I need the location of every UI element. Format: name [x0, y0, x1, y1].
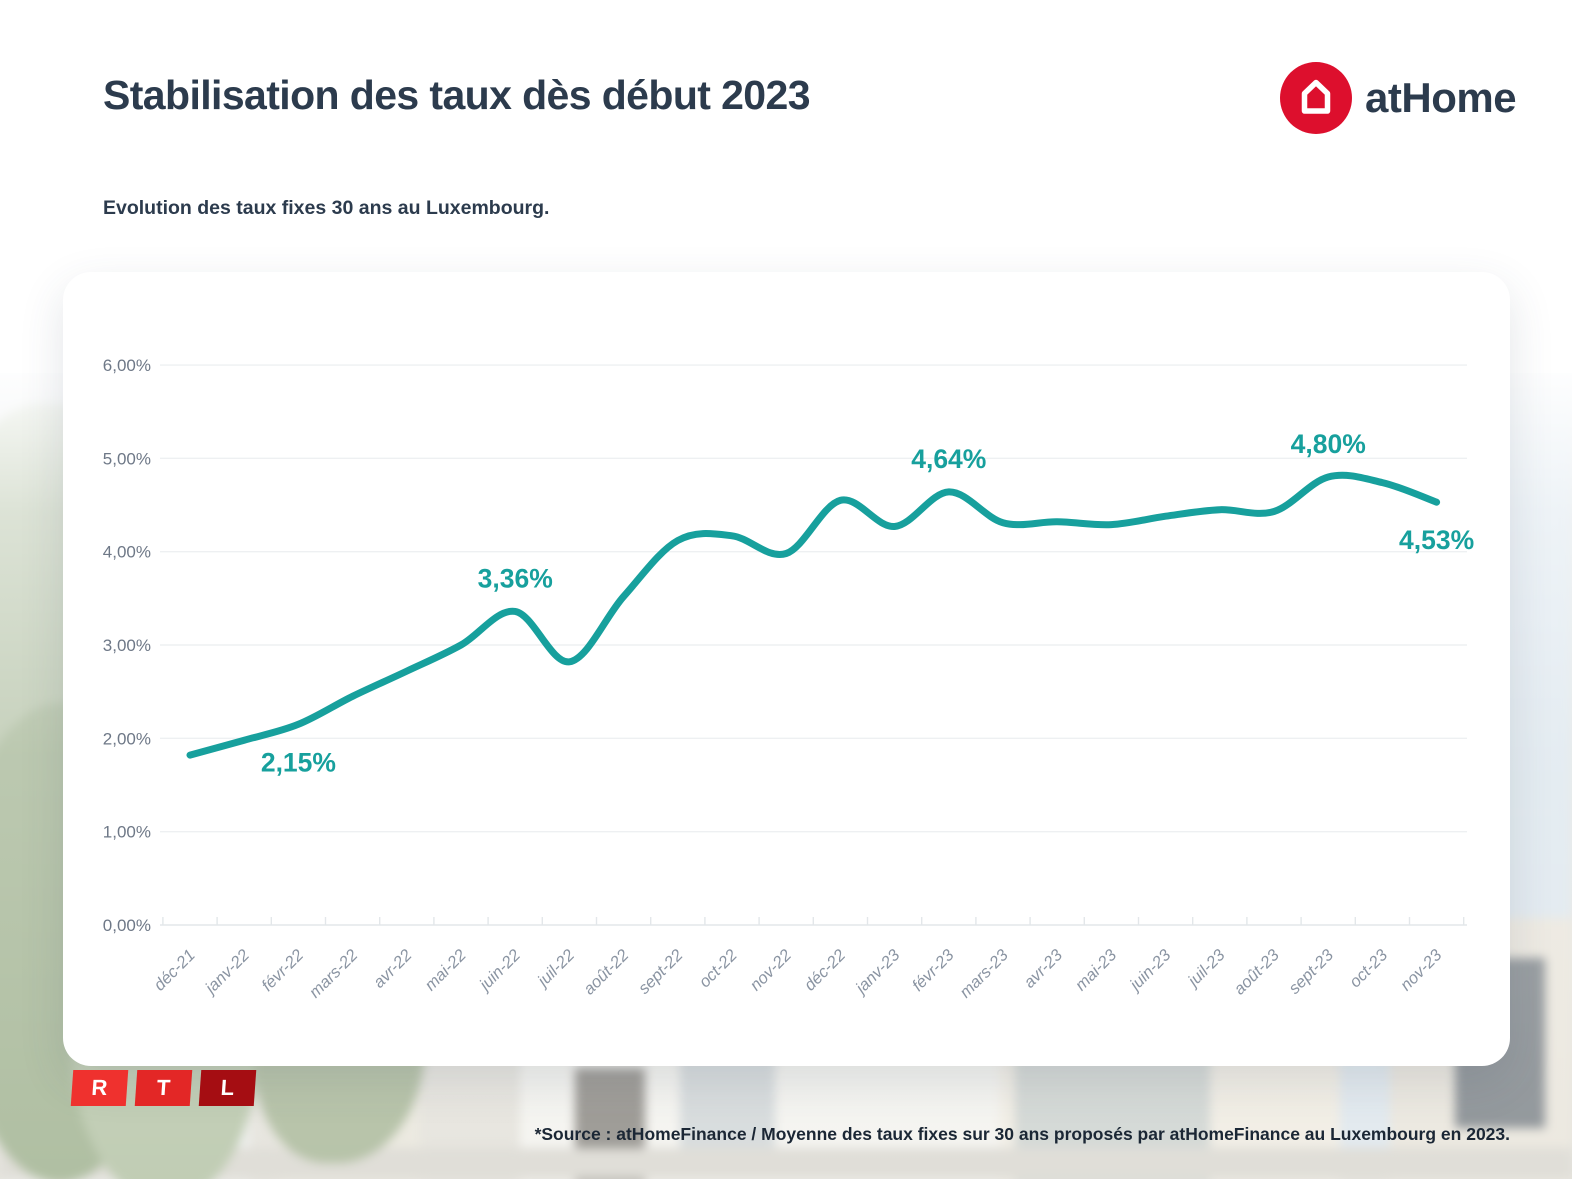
data-label: 4,53%	[1399, 525, 1474, 555]
x-axis-label: janv-22	[201, 946, 253, 998]
athome-wordmark: atHome	[1365, 74, 1517, 122]
home-icon	[1280, 62, 1352, 134]
x-axis-label: sept-22	[635, 946, 687, 998]
rate-line	[186, 471, 1441, 759]
y-axis-label: 3,00%	[103, 636, 151, 655]
rtl-letter-box: R	[70, 1070, 129, 1106]
x-axis-label: août-23	[1231, 946, 1284, 999]
x-axis-label: avr-23	[1020, 946, 1066, 992]
y-axis-label: 6,00%	[103, 356, 151, 375]
data-label: 4,64%	[911, 444, 986, 474]
y-axis-label: 1,00%	[103, 823, 151, 842]
athome-wordmark-suffix: Home	[1401, 74, 1517, 121]
y-axis-label: 2,00%	[103, 729, 151, 748]
x-axis-label: mai-22	[421, 946, 469, 994]
x-axis-label: déc-22	[801, 946, 849, 994]
source-note: *Source : atHomeFinance / Moyenne des ta…	[534, 1124, 1510, 1144]
x-axis-label: mai-23	[1072, 946, 1121, 995]
rtl-letter-box: L	[198, 1070, 257, 1106]
x-axis-label: nov-22	[747, 946, 795, 994]
x-axis-label: juin-22	[475, 946, 524, 995]
y-axis-label: 0,00%	[103, 916, 151, 935]
x-axis-label: mars-22	[306, 946, 362, 1002]
x-axis-label: févr-22	[258, 946, 307, 995]
x-axis-label: févr-23	[909, 946, 958, 995]
x-axis-label: oct-23	[1346, 946, 1392, 992]
rtl-letter-box: T	[134, 1070, 193, 1106]
x-axis-label: juil-23	[1183, 946, 1229, 992]
x-axis-label: août-22	[580, 946, 632, 998]
x-axis-label: nov-23	[1397, 946, 1446, 995]
chart-card: 0,00% 1,00% 2,00% 3,00% 4,00% 5,00% 6,00% déc-2…	[63, 272, 1510, 1066]
data-label: 4,80%	[1291, 429, 1366, 459]
athome-wordmark-prefix: at	[1365, 74, 1402, 121]
rate-line-chart: 0,00% 1,00% 2,00% 3,00% 4,00% 5,00% 6,00% déc-2…	[103, 356, 1474, 1002]
x-axis-label: janv-23	[851, 946, 904, 999]
x-axis-label: déc-21	[150, 946, 198, 994]
data-label: 2,15%	[261, 747, 336, 777]
data-label: 3,36%	[478, 563, 553, 593]
page-subtitle: Evolution des taux fixes 30 ans au Luxem…	[103, 197, 550, 219]
x-axis-label: juil-22	[533, 946, 578, 991]
x-axis-label: juin-23	[1125, 946, 1175, 996]
x-axis-label: mars-23	[956, 946, 1012, 1002]
y-axis-label: 4,00%	[103, 543, 151, 562]
athome-logo: atHome	[1280, 62, 1517, 134]
x-axis-label: avr-22	[370, 946, 416, 992]
page-title: Stabilisation des taux dès début 2023	[103, 72, 811, 118]
y-axis-label: 5,00%	[103, 449, 151, 468]
x-axis-label: sept-23	[1285, 946, 1337, 998]
x-axis-label: oct-22	[696, 946, 741, 991]
